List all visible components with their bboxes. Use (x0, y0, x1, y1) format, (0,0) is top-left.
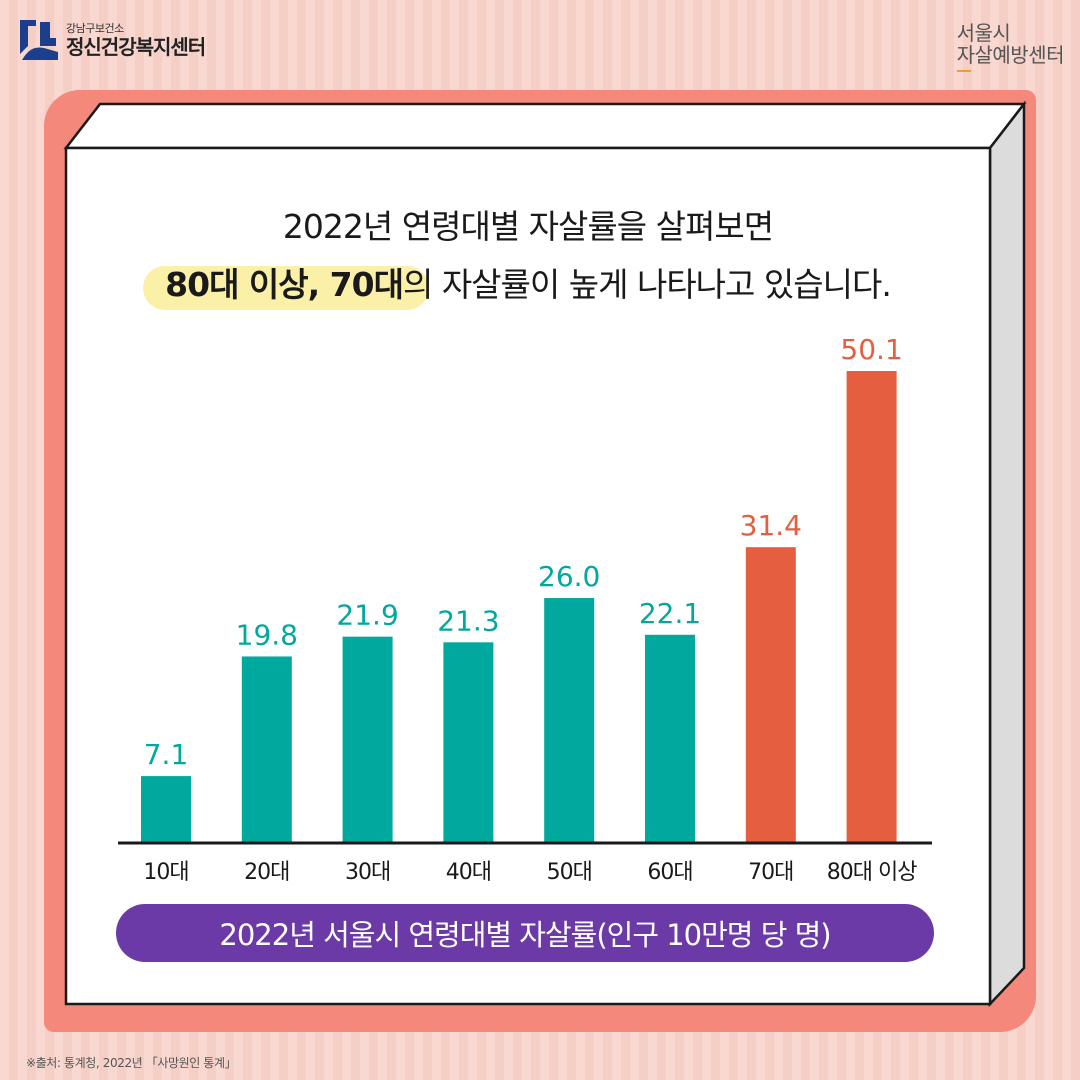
x-tick-label-8: 80대 이상 (827, 860, 917, 885)
bar-value-label-2: 19.8 (236, 618, 298, 651)
logo-right-line2: 자살예방센터 (956, 43, 1065, 67)
bar-value-label-6: 22.1 (639, 597, 701, 630)
bar-5 (544, 598, 595, 843)
x-tick-label-5: 50대 (547, 860, 592, 885)
bar-4 (443, 642, 494, 843)
logo-title: 정신건강복지센터 (66, 35, 206, 59)
logo-subtitle: 강남구보건소 (66, 22, 124, 35)
headline-highlight: 80대 이상, 70대 (143, 258, 429, 310)
bar-1 (141, 776, 191, 843)
x-tick-label-2: 20대 (244, 860, 289, 885)
bar-value-label-8: 50.1 (840, 333, 902, 366)
bar-value-label-5: 26.0 (538, 560, 600, 593)
bar-value-label-7: 31.4 (740, 509, 802, 542)
bar-value-label-3: 21.9 (336, 599, 398, 632)
logo-right-line1: 서울시 (956, 21, 1011, 45)
x-tick-label-4: 40대 (446, 860, 491, 885)
headline-line2-rest: 의 자살률이 높게 나타나고 있습니다. (402, 265, 892, 304)
x-tick-label-1: 10대 (143, 860, 188, 885)
x-tick-label-6: 60대 (647, 860, 692, 885)
source-footnote: ※출처: 통계청, 2022년 「사망원인 통계」 (26, 1056, 237, 1070)
seoul-suicide-prevention-logo: 서울시 자살예방센터 (956, 21, 1065, 72)
headline-highlight-text: 80대 이상, 70대 (165, 265, 404, 304)
bar-6 (645, 634, 695, 843)
bar-2 (241, 656, 292, 843)
bar-3 (342, 636, 393, 843)
gangnam-center-logo: 강남구보건소 정신건강복지센터 (14, 16, 206, 64)
center-logo-icon (20, 20, 58, 60)
headline-line2: 80대 이상, 70대 의 자살률이 높게 나타나고 있습니다. (66, 258, 990, 310)
bar-value-label-1: 7.1 (144, 738, 189, 771)
x-tick-label-7: 70대 (748, 860, 793, 885)
bar-8 (846, 371, 897, 843)
x-tick-label-3: 30대 (345, 860, 390, 885)
chart-title: 2022년 서울시 연령대별 자살률(인구 10만명 당 명) (116, 904, 934, 962)
bar-value-label-4: 21.3 (437, 604, 499, 637)
headline-line1: 2022년 연령대별 자살률을 살펴보면 (282, 207, 774, 246)
logo-right-underline (956, 70, 1064, 72)
bar-7 (745, 547, 796, 843)
